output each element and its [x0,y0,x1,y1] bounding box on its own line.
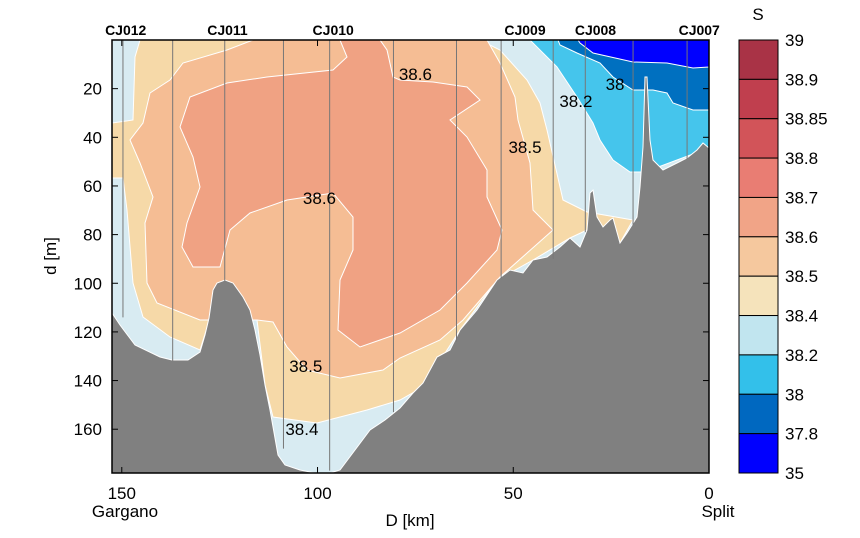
colorbar-label: 38.7 [785,188,818,207]
x-tick-label: 50 [504,484,523,503]
colorbar-label: 37.8 [785,425,818,444]
contour-label: 38.6 [303,189,336,208]
station-label: CJ010 [313,22,354,38]
colorbar-swatch [738,236,779,277]
x-tick-label: 0 [704,484,713,503]
y-axis-label: d [m] [41,237,60,275]
station-lines [122,40,688,471]
contour-label: 38.5 [289,357,322,376]
contour-label: 38.2 [559,92,592,111]
contour-label: 38.4 [285,420,318,439]
colorbar-swatch [738,433,779,474]
y-tick-label: 60 [83,177,102,196]
station-label: CJ009 [504,22,545,38]
contour-label: 38.5 [508,138,541,157]
colorbar-title: S [752,5,763,24]
x-tick-label: 100 [303,484,331,503]
colorbar-label: 38.2 [785,346,818,365]
colorbar-label: 39 [785,31,804,50]
region-below-37.8 [577,40,709,69]
station-label: CJ007 [679,22,720,38]
colorbar-swatch [738,118,779,159]
y-tick-label: 120 [74,323,102,342]
station-labels: CJ012 CJ011 CJ010 CJ009 CJ008 CJ007 [105,22,720,38]
x-end-label-right: Split [701,502,734,521]
y-tick-label: 100 [74,274,102,293]
contour-field: 38.6 38.6 38.5 38.5 38.4 38.2 38 [112,40,709,473]
y-tick-label: 40 [83,128,102,147]
colorbar-label: 38.8 [785,149,818,168]
station-label: CJ008 [575,22,616,38]
colorbar-swatch [738,275,779,317]
contour-labels: 38.6 38.6 38.5 38.5 38.4 38.2 38 [285,65,624,439]
contour-label: 38.6 [399,65,432,84]
bathymetry [112,76,709,473]
y-tick-label: 20 [83,80,102,99]
x-axis-label: D [km] [385,511,434,530]
y-tick-label: 140 [74,372,102,391]
colorbar-label: 38.4 [785,307,818,326]
colorbar-label: 38 [785,385,804,404]
colorbar-label: 38.6 [785,228,818,247]
y-tick-label: 80 [83,226,102,245]
x-tick-label: 150 [108,484,136,503]
colorbar-swatch [738,393,779,435]
colorbar-label: 35 [785,464,804,483]
colorbar-swatch [738,315,779,356]
region-above-38.6 [179,40,503,348]
contour-label: 38 [606,75,625,94]
station-label: CJ011 [207,22,248,38]
plot-frame [111,39,710,474]
y-tick-label: 160 [74,420,102,439]
axis-ticks: 150 100 50 0 20 40 60 80 100 120 140 160 [74,40,714,503]
colorbar-swatch [738,354,779,395]
colorbar-label: 38.5 [785,267,818,286]
station-label: CJ012 [105,22,146,38]
x-end-label-left: Gargano [92,502,158,521]
colorbar: 39 38.9 38.85 38.8 38.7 38.6 38.5 38.4 38.2 38 37.… [738,31,828,483]
colorbar-label: 38.85 [785,110,828,129]
colorbar-swatch [738,196,779,238]
colorbar-label: 38.9 [785,70,818,89]
colorbar-swatch [738,39,779,80]
colorbar-swatch [738,157,779,198]
colorbar-swatch [738,78,779,120]
